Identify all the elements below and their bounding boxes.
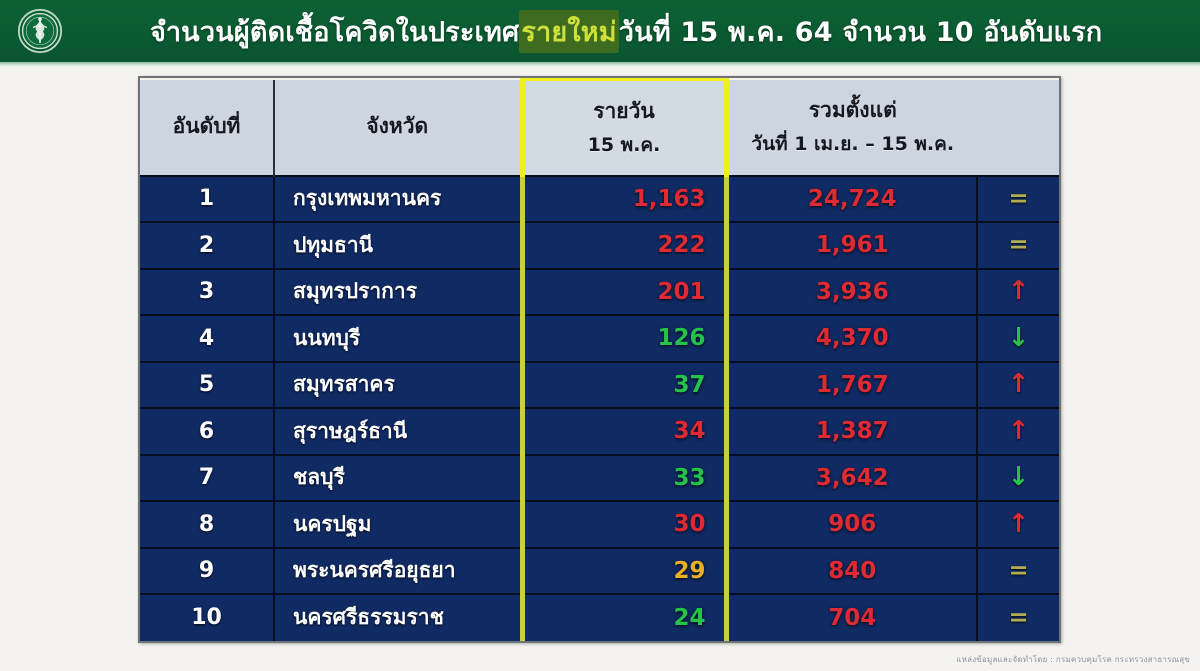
table-row: 10 นครศรีธรรมราช 24 704 = — [140, 593, 1059, 641]
table-header-row: อันดับที่ จังหวัด รายวัน 15 พ.ค. รวมตั้ง… — [140, 78, 1059, 176]
header-bar: จำนวนผู้ติดเชื้อโควิดในประเทศ รายใหม่ วัน… — [0, 0, 1200, 62]
cell-daily-count: 37 — [519, 360, 729, 408]
cell-cumulative-count: 1,387 — [726, 407, 978, 455]
cell-cumulative-count: 24,724 — [726, 174, 978, 222]
table-body: 1 กรุงเทพมหานคร 1,163 24,724 = 2 ปทุมธานี 222 1,… — [140, 174, 1059, 641]
trend-up-icon: ↑ — [1007, 276, 1030, 307]
cell-rank: 3 — [140, 267, 275, 315]
title-part2: วันที่ 15 พ.ค. 64 จำนวน 10 อันดับแรก — [618, 16, 1103, 48]
trend-up-icon: ↑ — [1007, 369, 1030, 400]
column-header-rank: อันดับที่ — [140, 79, 275, 176]
cell-rank: 8 — [140, 500, 275, 548]
cell-trend: ↑ — [977, 360, 1059, 408]
cell-rank: 6 — [140, 407, 275, 455]
column-header-rank-label: อันดับที่ — [172, 114, 241, 139]
cell-daily-count: 34 — [519, 407, 729, 455]
ranking-table: อันดับที่ จังหวัด รายวัน 15 พ.ค. รวมตั้ง… — [138, 76, 1061, 643]
table-row: 7 ชลบุรี 33 3,642 ↓ — [140, 453, 1059, 501]
cell-cumulative-count: 4,370 — [726, 314, 978, 362]
table-row: 9 พระนครศรีอยุธยา 29 840 = — [140, 546, 1059, 594]
trend-same-icon: = — [1008, 602, 1029, 631]
cell-province: นนทบุรี — [274, 314, 523, 362]
page-title: จำนวนผู้ติดเชื้อโควิดในประเทศ รายใหม่ วัน… — [150, 0, 1102, 62]
cell-province: ปทุมธานี — [274, 221, 523, 269]
trend-same-icon: = — [1008, 230, 1029, 259]
cell-trend: ↑ — [977, 500, 1059, 548]
cell-daily-count: 126 — [519, 314, 729, 362]
title-highlight: รายใหม่ — [519, 9, 619, 53]
cell-cumulative-count: 3,936 — [726, 267, 978, 315]
cell-daily-count: 33 — [519, 453, 729, 501]
cell-trend: = — [977, 546, 1059, 594]
cell-trend: = — [977, 593, 1059, 641]
column-header-daily-line1: รายวัน — [593, 98, 655, 123]
cell-daily-count: 29 — [519, 546, 729, 594]
cell-province: ชลบุรี — [274, 453, 523, 501]
table-row: 8 นครปฐม 30 906 ↑ — [140, 500, 1059, 548]
trend-up-icon: ↑ — [1007, 508, 1030, 539]
trend-same-icon: = — [1008, 555, 1029, 584]
cell-rank: 1 — [140, 174, 275, 222]
cell-cumulative-count: 1,961 — [726, 221, 978, 269]
cell-province: นครศรีธรรมราช — [274, 593, 523, 641]
source-credit: แหล่งข้อมูลและจัดทำโดย : กรมควบคุมโรค กร… — [956, 655, 1190, 664]
trend-up-icon: ↑ — [1007, 415, 1030, 446]
column-header-daily-line2: 15 พ.ค. — [587, 133, 661, 156]
table-row: 1 กรุงเทพมหานคร 1,163 24,724 = — [140, 174, 1059, 222]
table-row: 5 สมุทรสาคร 37 1,767 ↑ — [140, 360, 1059, 408]
trend-down-icon: ↓ — [1007, 462, 1030, 493]
cell-rank: 4 — [140, 314, 275, 362]
cell-cumulative-count: 906 — [726, 500, 978, 548]
trend-down-icon: ↓ — [1007, 322, 1030, 353]
column-header-trend — [977, 79, 1059, 176]
cell-rank: 2 — [140, 221, 275, 269]
cell-cumulative-count: 3,642 — [726, 453, 978, 501]
cell-province: สมุทรปราการ — [274, 267, 523, 315]
cell-trend: = — [977, 221, 1059, 269]
cell-rank: 7 — [140, 453, 275, 501]
cell-rank: 5 — [140, 360, 275, 408]
column-header-province-label: จังหวัด — [366, 114, 429, 139]
cell-daily-count: 201 — [519, 267, 729, 315]
cell-trend: ↑ — [977, 407, 1059, 455]
trend-same-icon: = — [1008, 183, 1029, 212]
table-row: 3 สมุทรปราการ 201 3,936 ↑ — [140, 267, 1059, 315]
cell-trend: = — [977, 174, 1059, 222]
column-header-total-line1: รวมตั้งแต่ — [808, 98, 897, 123]
cell-cumulative-count: 840 — [726, 546, 978, 594]
cell-rank: 9 — [140, 546, 275, 594]
cell-daily-count: 30 — [519, 500, 729, 548]
table-row: 6 สุราษฎร์ธานี 34 1,387 ↑ — [140, 407, 1059, 455]
cell-cumulative-count: 1,767 — [726, 360, 978, 408]
column-header-total-line2: วันที่ 1 เม.ย. – 15 พ.ค. — [751, 132, 955, 155]
ministry-of-public-health-logo — [17, 8, 63, 54]
cell-province: นครปฐม — [274, 500, 523, 548]
cell-cumulative-count: 704 — [726, 593, 978, 641]
cell-daily-count: 1,163 — [519, 174, 729, 222]
cell-trend: ↑ — [977, 267, 1059, 315]
cell-daily-count: 24 — [519, 593, 729, 641]
cell-province: กรุงเทพมหานคร — [274, 174, 523, 222]
cell-daily-count: 222 — [519, 221, 729, 269]
cell-province: สมุทรสาคร — [274, 360, 523, 408]
column-header-total: รวมตั้งแต่ วันที่ 1 เม.ย. – 15 พ.ค. — [726, 79, 977, 176]
cell-province: พระนครศรีอยุธยา — [274, 546, 523, 594]
cell-trend: ↓ — [977, 314, 1059, 362]
table-row: 4 นนทบุรี 126 4,370 ↓ — [140, 314, 1059, 362]
header-underline — [0, 62, 1200, 68]
cell-trend: ↓ — [977, 453, 1059, 501]
cell-rank: 10 — [140, 593, 275, 641]
column-header-province: จังหวัด — [274, 79, 523, 176]
title-part1: จำนวนผู้ติดเชื้อโควิดในประเทศ — [150, 16, 520, 48]
cell-province: สุราษฎร์ธานี — [274, 407, 523, 455]
table-row: 2 ปทุมธานี 222 1,961 = — [140, 221, 1059, 269]
column-header-daily: รายวัน 15 พ.ค. — [519, 78, 729, 176]
